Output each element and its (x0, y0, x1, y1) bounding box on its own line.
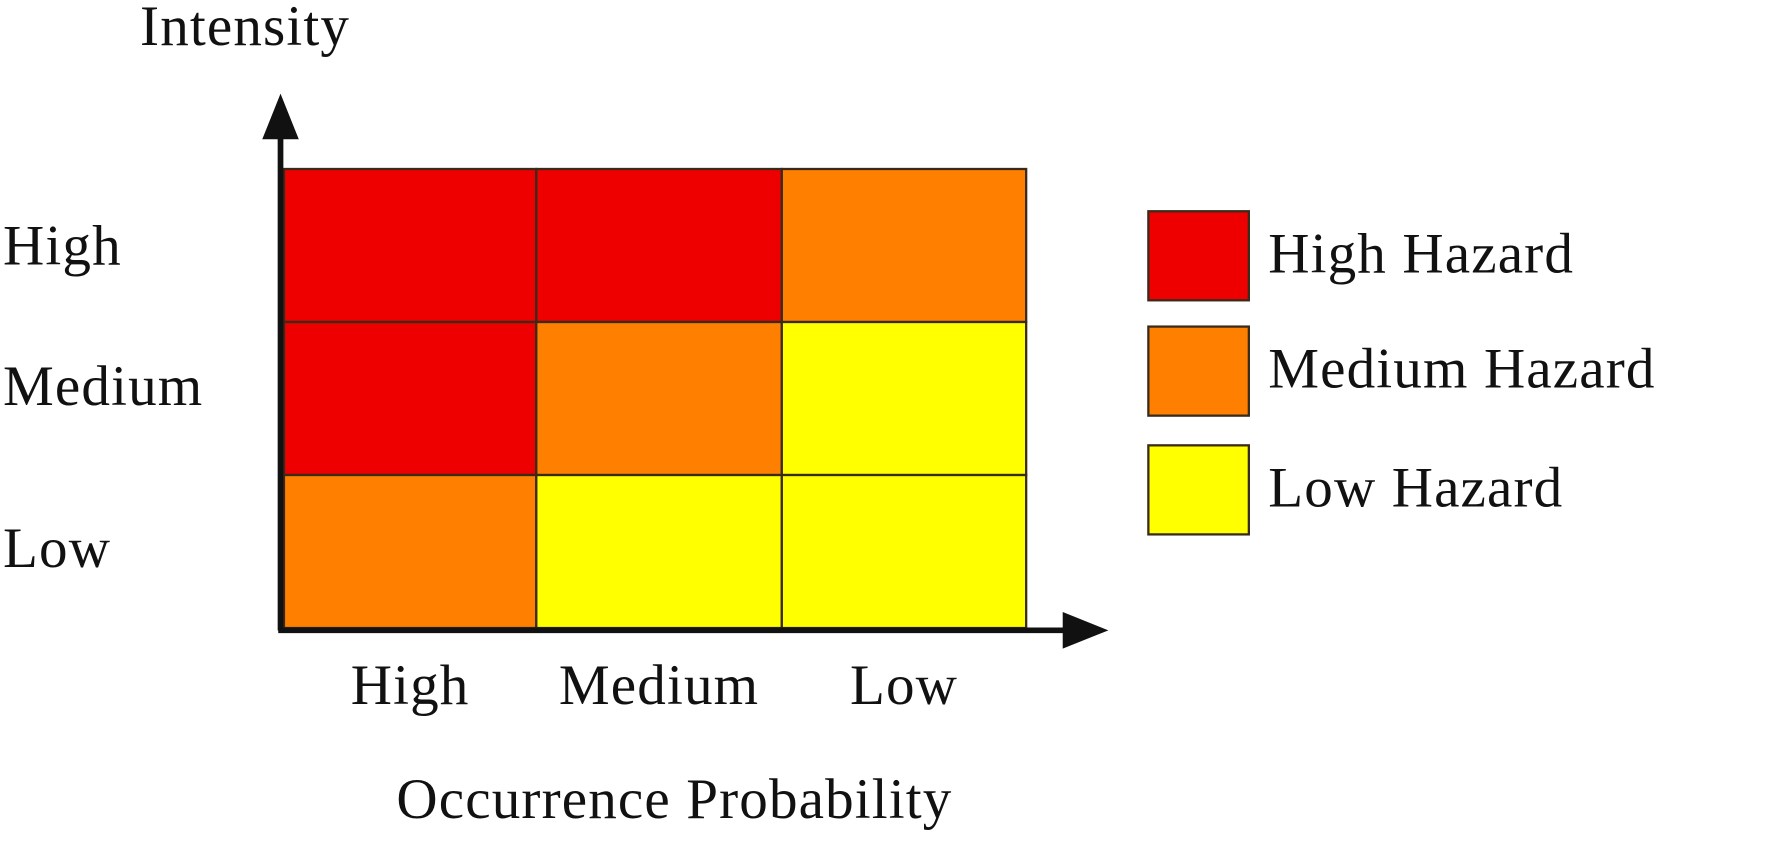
matrix-cell (535, 473, 783, 630)
y-axis-title: Intensity (140, 0, 350, 58)
legend-label: Low Hazard (1268, 456, 1563, 519)
column-label: Low (850, 654, 958, 717)
matrix-cell (282, 320, 538, 477)
matrix-cell (780, 320, 1028, 477)
legend: High Hazard Medium Hazard Low Hazard (1147, 210, 1655, 536)
row-label: Low (3, 517, 111, 580)
legend-swatch (1147, 325, 1250, 417)
matrix-cell (535, 320, 783, 477)
legend-swatch (1147, 444, 1250, 536)
row-label: High (3, 214, 122, 277)
matrix-cell (282, 473, 538, 630)
matrix-cell (535, 167, 783, 324)
matrix-cell (780, 473, 1028, 630)
column-label: Medium (559, 654, 759, 717)
y-axis-arrow (262, 93, 299, 140)
legend-swatch (1147, 210, 1250, 302)
legend-label: High Hazard (1268, 222, 1574, 285)
column-label: High (351, 654, 470, 717)
matrix-cell (282, 167, 538, 324)
x-axis-title: Occurrence Probability (396, 768, 952, 831)
row-label: Medium (3, 355, 203, 418)
x-axis-arrow (1062, 612, 1109, 649)
matrix (282, 167, 1028, 630)
matrix-cell (780, 167, 1028, 324)
legend-label: Medium Hazard (1268, 338, 1655, 401)
